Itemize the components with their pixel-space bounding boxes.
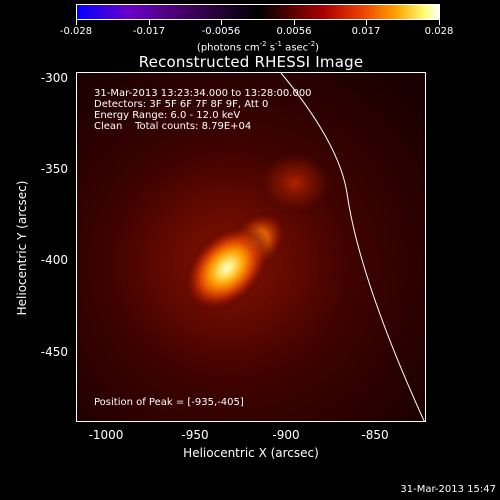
colorbar-tick: [76, 20, 77, 25]
x-axis-title: Heliocentric X (arcsec): [183, 446, 319, 460]
plot-timestamp: 31-Mar-2013 15:47: [400, 484, 496, 495]
x-tick-label: -1000: [88, 428, 124, 442]
colorbar-tick: [294, 20, 295, 25]
colorbar-tick: [221, 20, 222, 25]
colorbar-tick: [439, 20, 440, 25]
y-tick-label: -450: [40, 345, 68, 359]
colorbar-tick-label: -0.0056: [201, 26, 241, 37]
y-tick-label: -350: [40, 162, 68, 176]
plot-title: Reconstructed RHESSI Image: [138, 53, 364, 71]
colorbar-tick-label: -0.028: [59, 26, 93, 37]
solar-limb-line: [280, 73, 425, 421]
time-range-label: 31-Mar-2013 13:23:34.000 to 13:28:00.000: [94, 88, 312, 99]
image-plot-area: [76, 72, 426, 422]
x-tick-label: -850: [361, 428, 389, 442]
colorbar-tick: [149, 20, 150, 25]
colorbar-tick-label: -0.017: [132, 26, 166, 37]
colorbar-unit-label: (photons cm-2 s-1 asec-2): [196, 40, 320, 54]
colorbar-tick: [366, 20, 367, 25]
colorbar-tick-label: 0.017: [351, 26, 381, 37]
y-axis-title: Heliocentric Y (arcsec): [15, 180, 29, 316]
flux-image: [77, 73, 425, 421]
colorbar-tick-label: 0.0056: [276, 26, 312, 37]
colorbar-tick-label: 0.028: [424, 26, 454, 37]
algorithm-counts-label: Clean Total counts: 8.79E+04: [94, 121, 252, 132]
colorbar-gradient: [77, 5, 439, 19]
x-tick-label: -900: [272, 428, 300, 442]
energy-range-label: Energy Range: 6.0 - 12.0 keV: [94, 110, 241, 121]
y-tick-label: -300: [40, 71, 68, 85]
secondary-source: [255, 149, 335, 217]
colorbar: [76, 4, 440, 20]
peak-position-label: Position of Peak = [-935,-405]: [94, 397, 244, 408]
main-flare-source: [182, 223, 272, 313]
detectors-label: Detectors: 3F 5F 6F 7F 8F 9F, Att 0: [94, 99, 269, 110]
x-tick-label: -950: [181, 428, 209, 442]
y-tick-label: -400: [40, 253, 68, 267]
observation-info: 31-Mar-2013 13:23:34.000 to 13:28:00.000…: [94, 88, 312, 132]
